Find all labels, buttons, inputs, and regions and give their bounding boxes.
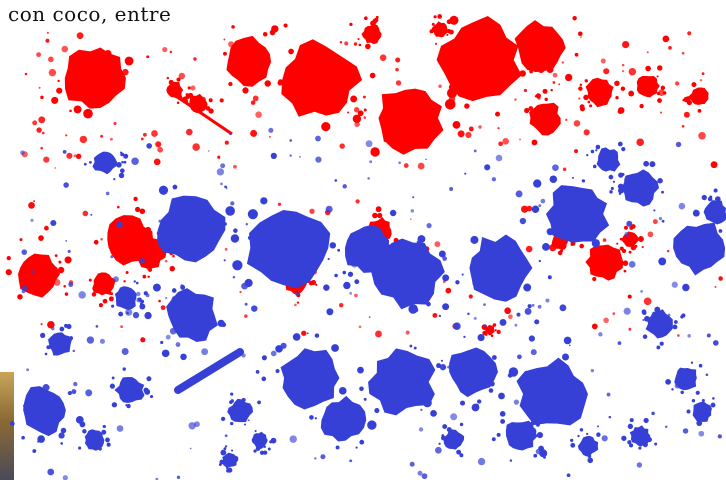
- red-splatter-mid-1: [5, 235, 72, 300]
- red-splatter-5: [425, 15, 554, 129]
- blue-splatter-10: [694, 188, 726, 226]
- red-splatter-4: [352, 72, 470, 157]
- red-splatter-6: [506, 15, 583, 82]
- red-specks-top: [21, 31, 718, 172]
- blue-splatter-2: [156, 184, 253, 263]
- blue-splatter-3: [223, 197, 362, 316]
- blue-splatter-8: [609, 160, 664, 212]
- blue-splatter-15: [109, 367, 154, 409]
- red-splatter-12: [524, 88, 561, 146]
- corner-photo-fragment: [0, 372, 14, 480]
- blue-splatter-19: [443, 333, 513, 412]
- blue-splatter-32: [438, 422, 465, 458]
- red-splatter-mid-9: [619, 224, 644, 254]
- blue-splatter-23: [665, 361, 709, 395]
- blue-splatter-14: [9, 386, 86, 453]
- blue-splatter-7: [531, 175, 624, 251]
- blue-splatter-22: [641, 306, 686, 350]
- blue-splatter-1: [83, 151, 129, 181]
- blue-splatter-13: [40, 323, 74, 356]
- red-splatter-14: [166, 76, 191, 105]
- red-splatter-mid-8: [579, 242, 629, 282]
- blue-splatter-21: [586, 141, 626, 180]
- blue-splatter-12: [111, 280, 148, 317]
- blue-splatter-11: [144, 283, 227, 361]
- red-splatter-7: [578, 77, 626, 112]
- red-splatter-2: [223, 25, 279, 94]
- blue-splatter-25: [491, 411, 544, 462]
- blue-specks: [20, 127, 722, 480]
- blue-splatter-31: [218, 445, 239, 473]
- blue-splatter-18: [367, 344, 444, 430]
- red-splatter-mid-3: [88, 272, 126, 308]
- red-splatter-1: [40, 47, 150, 119]
- blue-splatter-6: [455, 234, 552, 316]
- blue-splatter-29: [251, 429, 277, 455]
- blue-splatter-27: [621, 417, 658, 450]
- red-splatter-10: [357, 15, 382, 50]
- red-splatters: [5, 14, 723, 343]
- blue-splatter-16: [255, 333, 364, 420]
- blue-splatter-28: [220, 392, 261, 426]
- red-splatter-3: [277, 22, 364, 132]
- blue-splatter-30: [78, 424, 111, 451]
- red-splatter-11: [429, 14, 454, 45]
- blue-splatter-26: [570, 428, 601, 464]
- blue-splatters: [9, 127, 726, 480]
- caption-text: con coco, entre: [8, 2, 172, 26]
- blue-splatter-17: [314, 386, 380, 449]
- red-streak: [169, 90, 233, 136]
- red-splatter-8: [628, 65, 667, 109]
- blue-streak: [174, 348, 244, 394]
- blue-splatter-5: [371, 209, 450, 314]
- red-splatter-9: [682, 82, 709, 113]
- blue-splatter-24: [686, 397, 716, 427]
